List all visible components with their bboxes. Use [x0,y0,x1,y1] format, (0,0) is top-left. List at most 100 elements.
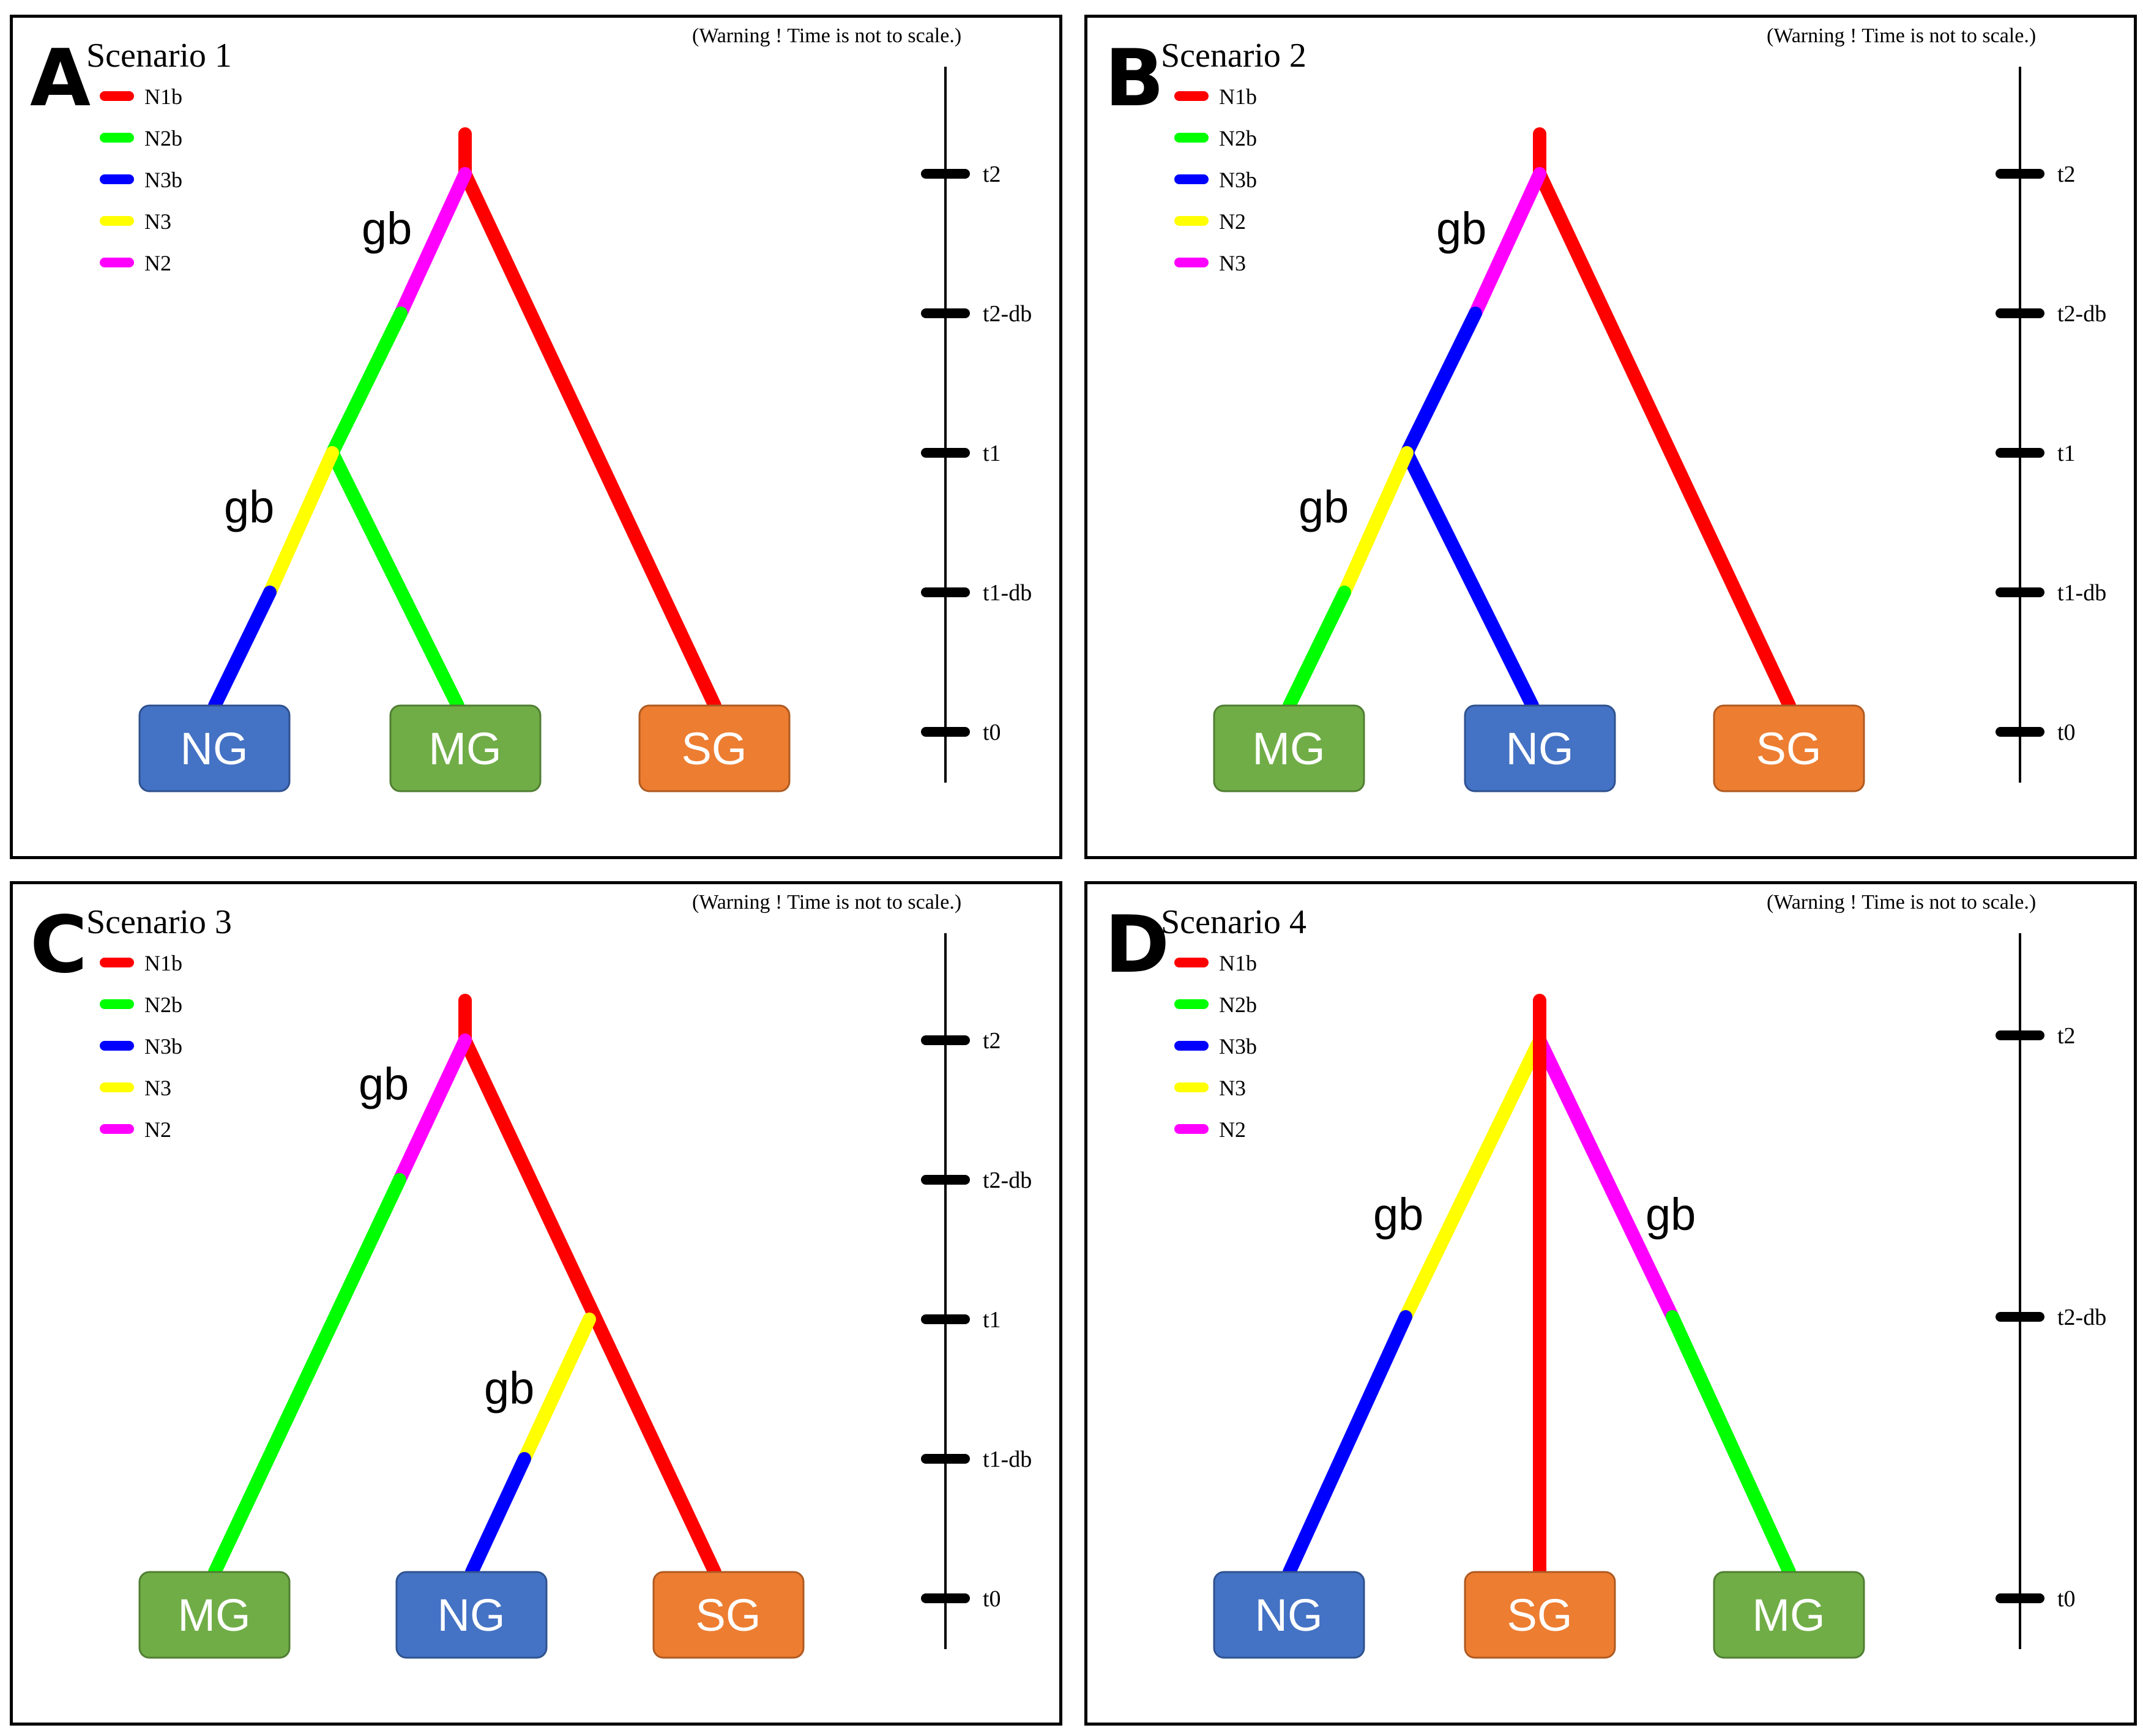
time-axis: t2 t2-db t1 t1-db t0 [1996,67,2106,783]
population-label: NG [1255,1590,1323,1641]
branch-n3b [208,586,277,712]
time-label: t2-db [983,1168,1032,1193]
gene-flow-label: gb [1299,482,1349,532]
branch-n3b [1400,307,1482,460]
population-node-ng: NG [395,1571,548,1659]
time-label: t2 [983,1028,1001,1054]
branch-n2-gb [394,167,472,320]
legend-label: N3b [1219,1034,1257,1059]
legend-label: N3b [144,168,182,192]
branch-n2b [1283,586,1351,712]
legend-label: N3 [1219,1076,1246,1100]
time-label: t2-db [2057,1305,2106,1330]
warning-note: (Warning ! Time is not to scale.) [692,891,961,914]
legend-label: N2b [144,126,182,151]
scenario-title: Scenario 1 [86,37,232,75]
warning-note: (Warning ! Time is not to scale.) [1767,891,2036,914]
warning-note: (Warning ! Time is not to scale.) [1767,24,2036,47]
population-label: MG [1752,1590,1825,1641]
time-label: t1-db [2057,580,2106,606]
panel-letter: D [1105,900,1169,991]
legend-label: N1b [1219,84,1257,109]
legend-label: N2b [1219,993,1257,1017]
branch-n2-gb [1338,446,1414,599]
scenario-title: Scenario 3 [86,903,232,941]
time-axis: t2 t2-db t1 t1-db t0 [921,67,1032,783]
panel-scenario-3: C Scenario 3 (Warning ! Time is not to s… [10,881,1062,1726]
branch-n3-gb [1469,167,1546,320]
branch-mg [326,446,464,712]
branch-n2-gb [1533,1034,1679,1324]
gene-flow-label: gb [484,1363,534,1414]
branch-n3-gb [518,1313,596,1466]
legend-label: N1b [144,951,182,975]
population-node-sg: SG [638,704,791,792]
branch-sg [458,167,721,712]
legend-label: N1b [144,84,182,109]
time-label: t2-db [983,301,1032,327]
legend: N1b N2b N3b N3 N2 [100,84,182,275]
population-label: NG [181,723,248,774]
legend: N1b N2b N3b N2 N3 [1174,84,1257,275]
branch-ng [1283,1310,1412,1579]
branch-sg [1533,167,1796,712]
gene-flow-label: gb [359,1059,409,1109]
gene-flow-label: gb [224,482,274,532]
time-label: t1 [983,441,1001,466]
panel-letter: A [30,33,91,124]
branch-mg [1666,1310,1796,1579]
time-label: t0 [983,1586,1001,1612]
branch-ng [465,1452,531,1579]
population-node-mg: MG [1213,704,1365,792]
panel-scenario-1: A Scenario 1 (Warning ! Time is not to s… [10,15,1062,859]
branch-n3-gb [1399,1034,1546,1324]
time-label: t0 [983,720,1001,745]
tree [208,127,721,712]
time-label: t0 [2057,720,2076,745]
population-label: NG [1506,723,1574,774]
legend-label: N2b [1219,126,1257,151]
population-label: MG [177,1590,250,1641]
warning-note: (Warning ! Time is not to scale.) [692,24,961,47]
population-node-ng: NG [1464,704,1616,792]
branch-n2-gb [393,1034,472,1187]
panel-scenario-4: D Scenario 4 (Warning ! Time is not to s… [1084,881,2137,1726]
population-node-ng: NG [138,704,291,792]
time-label: t1 [983,1307,1001,1333]
tree [208,994,721,1579]
tree [1283,994,1796,1579]
legend: N1b N2b N3b N3 N2 [1174,951,1257,1142]
scenario-title: Scenario 2 [1161,37,1306,75]
legend-label: N3 [144,1076,171,1100]
population-node-mg: MG [1713,1571,1865,1659]
legend-label: N3b [144,1034,182,1059]
population-label: SG [1756,723,1822,774]
population-node-sg: SG [1713,704,1865,792]
time-axis: t2 t2-db t1 t1-db t0 [921,933,1032,1649]
panel-letter: C [30,900,88,991]
population-label: SG [696,1590,761,1641]
branch-n3-gb [263,446,339,599]
population-label: MG [428,723,501,774]
time-label: t2 [983,162,1001,187]
time-axis: t2 t2-db t0 [1996,933,2106,1649]
gene-flow-label: gb [1436,203,1486,254]
panel-letter: B [1105,33,1165,124]
time-label: t2 [2057,162,2076,187]
scenario-title: Scenario 4 [1161,903,1306,941]
time-label: t1-db [983,1447,1032,1472]
gene-flow-label: gb [362,203,412,254]
branch-n2b [326,307,408,460]
time-label: t2 [2057,1023,2076,1049]
branch-mg [208,1173,406,1579]
legend-label: N2b [144,993,182,1017]
legend-label: N2 [1219,209,1246,234]
legend-label: N2 [144,251,171,275]
time-label: t0 [2057,1586,2076,1612]
legend-label: N3 [144,209,171,234]
tree [1283,127,1796,712]
population-node-mg: MG [389,704,542,792]
population-node-mg: MG [138,1571,291,1659]
population-label: NG [438,1590,505,1641]
time-label: t1-db [983,580,1032,606]
